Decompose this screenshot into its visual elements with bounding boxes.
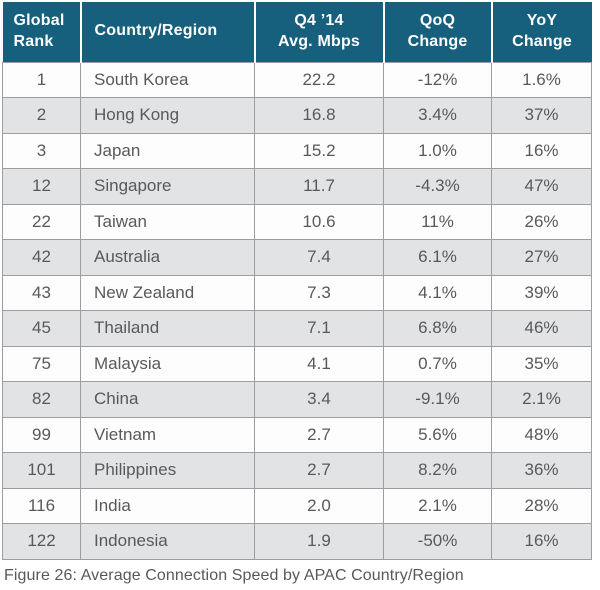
- cell-country: South Korea: [80, 61, 255, 98]
- cell-avg-mbps: 11.7: [254, 168, 384, 205]
- cell-qoq-change: 0.7%: [383, 345, 492, 382]
- cell-country: Taiwan: [80, 203, 255, 240]
- cell-global-rank: 2: [2, 97, 81, 134]
- cell-avg-mbps: 7.3: [254, 274, 384, 311]
- cell-global-rank: 99: [2, 416, 81, 453]
- cell-qoq-change: 6.1%: [383, 239, 492, 276]
- col-header-qoq-change: QoQ Change: [382, 2, 492, 62]
- cell-yoy-change: 16%: [491, 523, 592, 560]
- cell-global-rank: 122: [2, 523, 81, 560]
- cell-country: Vietnam: [80, 416, 255, 453]
- cell-qoq-change: 4.1%: [383, 274, 492, 311]
- cell-qoq-change: 5.6%: [383, 416, 492, 453]
- col-header-q4-avg-mbps: Q4 ’14 Avg. Mbps: [253, 2, 384, 62]
- cell-country: Japan: [80, 132, 255, 169]
- cell-country: Singapore: [80, 168, 255, 205]
- cell-global-rank: 1: [2, 61, 81, 98]
- table-row: 43 New Zealand 7.3 4.1% 39%: [2, 274, 592, 311]
- table-row: 1 South Korea 22.2 -12% 1.6%: [2, 61, 592, 98]
- cell-yoy-change: 39%: [491, 274, 592, 311]
- cell-avg-mbps: 3.4: [254, 381, 384, 418]
- table-body: 1 South Korea 22.2 -12% 1.6% 2 Hong Kong…: [2, 61, 592, 560]
- cell-yoy-change: 2.1%: [491, 381, 592, 418]
- cell-avg-mbps: 15.2: [254, 132, 384, 169]
- table-row: 45 Thailand 7.1 6.8% 46%: [2, 310, 592, 347]
- cell-avg-mbps: 22.2: [254, 61, 384, 98]
- cell-avg-mbps: 10.6: [254, 203, 384, 240]
- cell-country: Philippines: [80, 452, 255, 489]
- cell-qoq-change: -50%: [383, 523, 492, 560]
- table-row: 122 Indonesia 1.9 -50% 16%: [2, 523, 592, 560]
- cell-avg-mbps: 1.9: [254, 523, 384, 560]
- cell-qoq-change: -9.1%: [383, 381, 492, 418]
- cell-global-rank: 3: [2, 132, 81, 169]
- cell-global-rank: 75: [2, 345, 81, 382]
- cell-country: Malaysia: [80, 345, 255, 382]
- cell-avg-mbps: 7.4: [254, 239, 384, 276]
- cell-yoy-change: 47%: [491, 168, 592, 205]
- cell-qoq-change: -12%: [383, 61, 492, 98]
- cell-avg-mbps: 16.8: [254, 97, 384, 134]
- table-header: Global Rank Country/Region Q4 ’14 Avg. M…: [2, 2, 592, 62]
- cell-global-rank: 12: [2, 168, 81, 205]
- cell-qoq-change: 1.0%: [383, 132, 492, 169]
- cell-country: India: [80, 487, 255, 524]
- cell-global-rank: 22: [2, 203, 81, 240]
- table-row: 116 India 2.0 2.1% 28%: [2, 487, 592, 524]
- cell-country: Thailand: [80, 310, 255, 347]
- cell-yoy-change: 27%: [491, 239, 592, 276]
- cell-avg-mbps: 7.1: [254, 310, 384, 347]
- cell-qoq-change: 6.8%: [383, 310, 492, 347]
- figure-caption: Figure 26: Average Connection Speed by A…: [4, 566, 464, 584]
- table-row: 3 Japan 15.2 1.0% 16%: [2, 132, 592, 169]
- cell-yoy-change: 16%: [491, 132, 592, 169]
- cell-qoq-change: 3.4%: [383, 97, 492, 134]
- table-row: 2 Hong Kong 16.8 3.4% 37%: [2, 97, 592, 134]
- table-row: 82 China 3.4 -9.1% 2.1%: [2, 381, 592, 418]
- cell-global-rank: 42: [2, 239, 81, 276]
- cell-global-rank: 82: [2, 381, 81, 418]
- cell-global-rank: 45: [2, 310, 81, 347]
- table-row: 42 Australia 7.4 6.1% 27%: [2, 239, 592, 276]
- col-header-yoy-change: YoY Change: [490, 2, 592, 62]
- cell-qoq-change: 8.2%: [383, 452, 492, 489]
- cell-global-rank: 116: [2, 487, 81, 524]
- cell-avg-mbps: 4.1: [254, 345, 384, 382]
- cell-qoq-change: -4.3%: [383, 168, 492, 205]
- cell-global-rank: 101: [2, 452, 81, 489]
- cell-country: Australia: [80, 239, 255, 276]
- cell-country: Hong Kong: [80, 97, 255, 134]
- cell-country: China: [80, 381, 255, 418]
- cell-avg-mbps: 2.7: [254, 416, 384, 453]
- table-row: 99 Vietnam 2.7 5.6% 48%: [2, 416, 592, 453]
- col-header-global-rank: Global Rank: [2, 2, 81, 62]
- table-row: 22 Taiwan 10.6 11% 26%: [2, 203, 592, 240]
- table-row: 101 Philippines 2.7 8.2% 36%: [2, 452, 592, 489]
- cell-yoy-change: 46%: [491, 310, 592, 347]
- cell-qoq-change: 11%: [383, 203, 492, 240]
- cell-qoq-change: 2.1%: [383, 487, 492, 524]
- header-row: Global Rank Country/Region Q4 ’14 Avg. M…: [2, 2, 592, 62]
- col-header-country-region: Country/Region: [79, 2, 255, 62]
- cell-yoy-change: 28%: [491, 487, 592, 524]
- cell-global-rank: 43: [2, 274, 81, 311]
- cell-yoy-change: 36%: [491, 452, 592, 489]
- cell-yoy-change: 48%: [491, 416, 592, 453]
- cell-yoy-change: 1.6%: [491, 61, 592, 98]
- cell-yoy-change: 35%: [491, 345, 592, 382]
- cell-country: New Zealand: [80, 274, 255, 311]
- cell-yoy-change: 26%: [491, 203, 592, 240]
- cell-avg-mbps: 2.7: [254, 452, 384, 489]
- cell-avg-mbps: 2.0: [254, 487, 384, 524]
- cell-country: Indonesia: [80, 523, 255, 560]
- table-row: 12 Singapore 11.7 -4.3% 47%: [2, 168, 592, 205]
- connection-speed-table: Global Rank Country/Region Q4 ’14 Avg. M…: [2, 2, 592, 560]
- cell-yoy-change: 37%: [491, 97, 592, 134]
- table-row: 75 Malaysia 4.1 0.7% 35%: [2, 345, 592, 382]
